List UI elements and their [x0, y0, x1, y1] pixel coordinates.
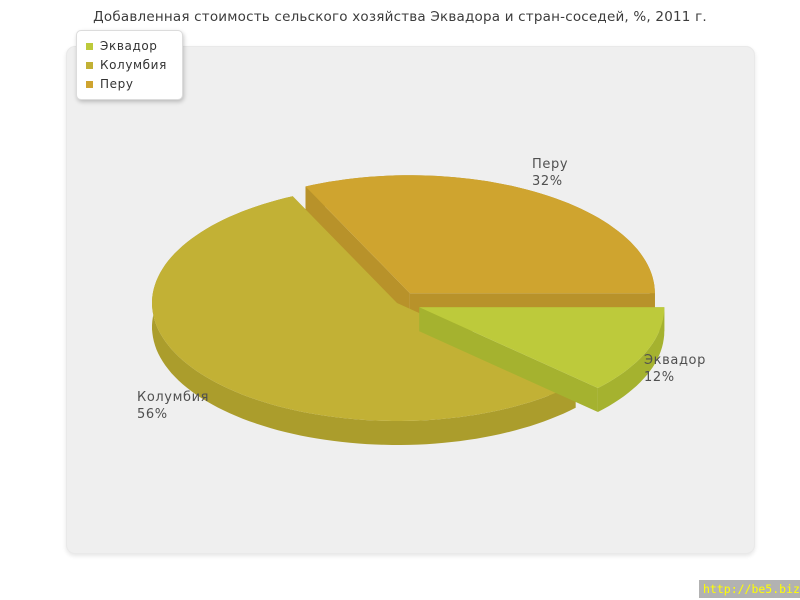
- watermark-link[interactable]: http://be5.biz/: [699, 580, 800, 598]
- slice-label-Колумбия: Колумбия 56%: [137, 390, 210, 422]
- slice-rim-wall: [152, 196, 576, 445]
- legend-item-Перу[interactable]: Перу: [86, 77, 167, 91]
- slice-label-Эквадор: Эквадор 12%: [644, 353, 706, 385]
- slice-top-face: [305, 175, 655, 294]
- legend-item-Эквадор[interactable]: Эквадор: [86, 39, 167, 53]
- slice-top-face: [152, 196, 576, 421]
- chart-panel: Эквадор 12% Колумбия 56% Перу 32%: [66, 46, 755, 554]
- legend-swatch: [86, 42, 93, 50]
- legend-swatch: [86, 80, 93, 88]
- legend: Эквадор Колумбия Перу: [76, 30, 183, 100]
- slice-cut-wall: [305, 186, 410, 318]
- slice-rim-wall: [597, 307, 665, 412]
- legend-item-Колумбия[interactable]: Колумбия: [86, 58, 167, 72]
- slice-label-Перу: Перу 32%: [532, 157, 569, 189]
- pie-slice-Эквадор[interactable]: [419, 307, 665, 412]
- slice-cut-wall: [419, 307, 598, 412]
- legend-label: Колумбия: [100, 58, 167, 72]
- slice-top-face: [419, 307, 665, 388]
- legend-label: Перу: [100, 77, 134, 91]
- chart-title: Добавленная стоимость сельского хозяйств…: [93, 9, 707, 25]
- legend-swatch: [86, 61, 93, 69]
- pie-3d-chart: [152, 175, 665, 445]
- legend-label: Эквадор: [100, 39, 158, 53]
